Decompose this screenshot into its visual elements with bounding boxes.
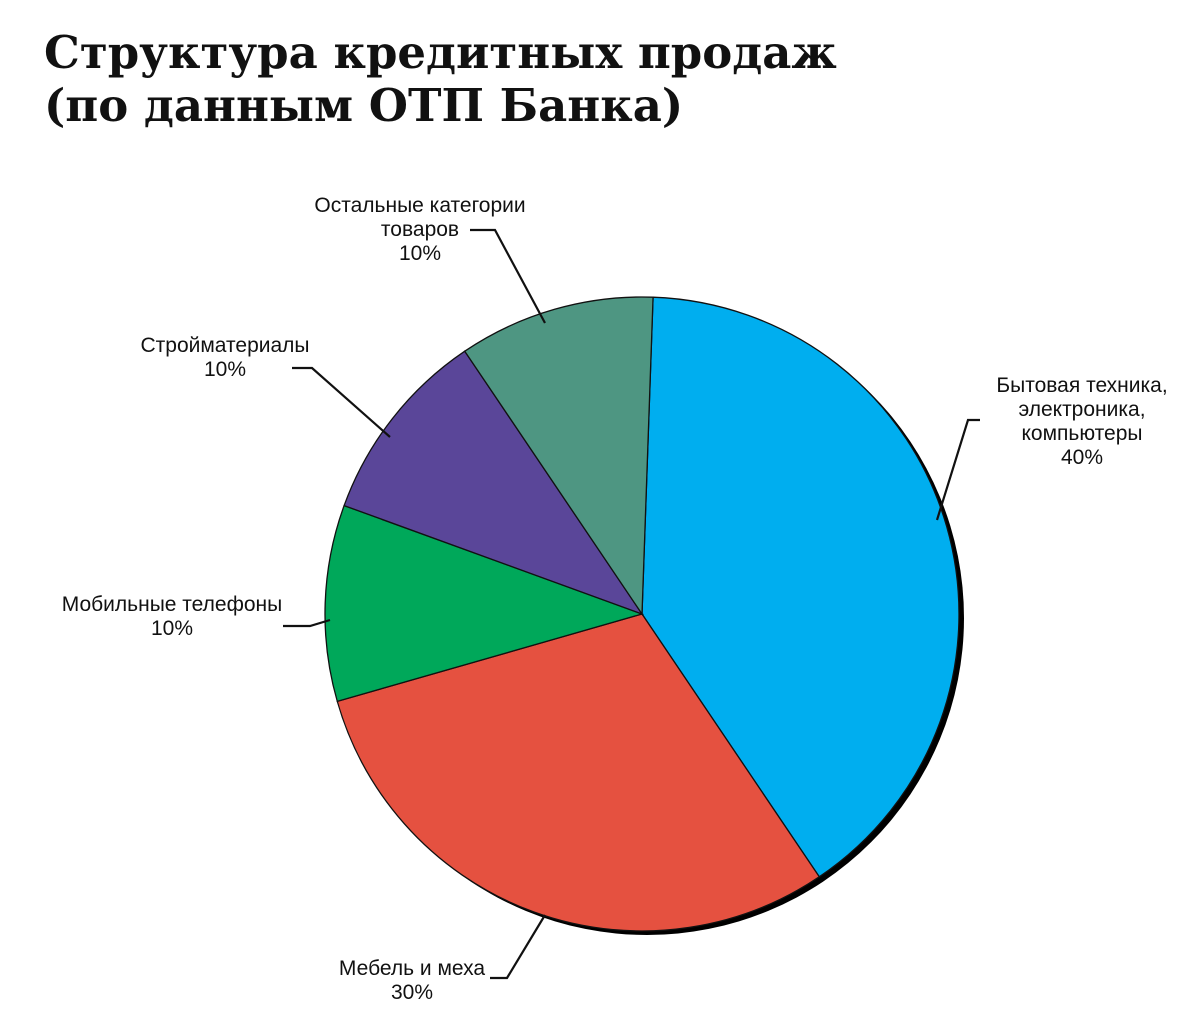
pie-slices xyxy=(324,296,960,932)
slice-label-construction: Стройматериалы 10% xyxy=(140,334,309,381)
slice-value-electronics: 40% xyxy=(1061,446,1103,469)
slice-label-line: Мебель и меха xyxy=(339,957,485,980)
leader-line-phones xyxy=(283,618,331,628)
slice-label-furniture: Мебель и меха 30% xyxy=(339,957,485,1004)
leader-line-construction xyxy=(292,366,391,438)
leader-line-electronics xyxy=(935,418,980,521)
leader-line-other xyxy=(470,228,546,324)
slice-label-other: Остальные категории товаров 10% xyxy=(314,194,525,265)
slice-label-line: Бытовая техника, xyxy=(996,374,1167,397)
slice-value-construction: 10% xyxy=(204,358,246,381)
slice-value-furniture: 30% xyxy=(391,981,433,1004)
slice-label-line: Мобильные телефоны xyxy=(62,593,283,616)
pie-slice-other xyxy=(463,296,654,617)
slice-label-phones: Мобильные телефоны 10% xyxy=(62,593,283,640)
slice-value-phones: 10% xyxy=(151,617,193,640)
pie-slice-electronics xyxy=(641,296,960,878)
chart-title-line-2: (по данным ОТП Банка) xyxy=(44,79,684,132)
pie-slice-phones xyxy=(324,504,645,703)
leader-line-furniture xyxy=(490,914,546,980)
pie-slice-construction xyxy=(343,350,644,616)
pie-slice-furniture xyxy=(336,613,821,932)
slice-label-line: товаров xyxy=(381,218,459,241)
slice-label-line: Стройматериалы xyxy=(140,334,309,357)
slice-label-line: электроника, xyxy=(1018,398,1145,421)
slice-value-other: 10% xyxy=(399,242,441,265)
leader-lines xyxy=(283,228,980,980)
slice-labels: Бытовая техника, электроника, компьютеры 40… xyxy=(62,194,1168,1004)
chart-title-line-1: Структура кредитных продаж xyxy=(44,26,837,79)
chart-title: Структура кредитных продаж (по данным ОТ… xyxy=(44,26,1144,132)
slice-label-line: Остальные категории xyxy=(314,194,525,217)
slice-label-electronics: Бытовая техника, электроника, компьютеры 40… xyxy=(996,374,1167,469)
slice-label-line: компьютеры xyxy=(1022,422,1143,445)
